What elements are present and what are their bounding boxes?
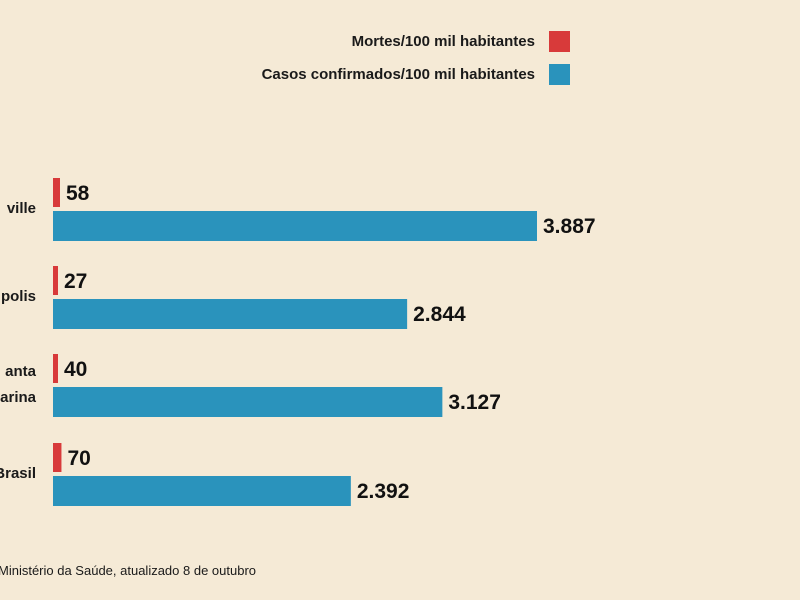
bar-casos <box>53 211 537 241</box>
bar-mortes <box>53 443 62 472</box>
category-label: ville <box>7 200 36 217</box>
bar-casos <box>53 387 443 417</box>
category-label: Brasil <box>0 465 36 482</box>
bar-mortes <box>53 266 58 295</box>
legend-swatch <box>549 64 570 85</box>
legend-label: Casos confirmados/100 mil habitantes <box>262 66 535 83</box>
category-label: anta <box>5 363 37 380</box>
value-label-mortes: 70 <box>67 447 90 470</box>
value-label-mortes: 27 <box>64 270 87 293</box>
bar-mortes <box>53 178 60 207</box>
category-labels: ville polis anta arina Brasil <box>0 200 37 482</box>
value-label-mortes: 40 <box>64 358 87 381</box>
bars <box>53 178 537 506</box>
bar-casos <box>53 476 351 506</box>
value-label-casos: 2.392 <box>357 480 410 503</box>
value-label-mortes: 58 <box>66 182 90 205</box>
bar-casos <box>53 299 408 329</box>
category-label: arina <box>0 389 37 406</box>
source-note: Ministério da Saúde, atualizado 8 de out… <box>0 563 256 578</box>
value-labels: 58 3.887 27 2.844 40 3.127 70 2.392 <box>64 182 596 503</box>
legend: Mortes/100 mil habitantes Casos confirmad… <box>262 31 570 85</box>
legend-swatch <box>549 31 570 52</box>
category-label: polis <box>1 288 36 305</box>
legend-label: Mortes/100 mil habitantes <box>352 33 535 50</box>
value-label-casos: 3.127 <box>448 391 501 414</box>
value-label-casos: 3.887 <box>543 215 596 238</box>
bar-mortes <box>53 354 58 383</box>
value-label-casos: 2.844 <box>413 303 466 326</box>
